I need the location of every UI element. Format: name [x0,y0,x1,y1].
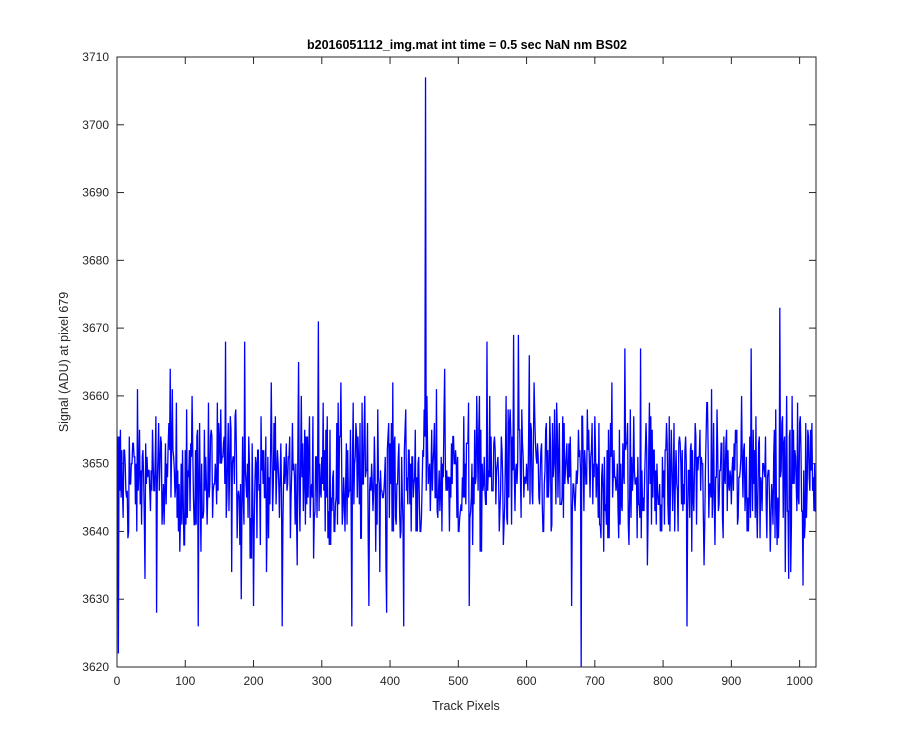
x-tick-label: 900 [721,674,741,688]
x-tick-label: 200 [244,674,264,688]
x-tick-label: 300 [312,674,332,688]
y-tick-label: 3630 [82,592,109,606]
y-tick-label: 3640 [82,524,109,538]
chart-title: b2016051112_img.mat int time = 0.5 sec N… [307,38,627,52]
y-tick-label: 3680 [82,253,109,267]
x-tick-label: 800 [653,674,673,688]
series-group [117,77,816,667]
y-tick-label: 3650 [82,457,109,471]
x-tick-label: 1000 [786,674,813,688]
y-tick-label: 3620 [82,660,109,674]
y-tick-label: 3660 [82,389,109,403]
y-tick-label: 3670 [82,321,109,335]
signal-series-line [117,77,816,667]
y-axis-title: Signal (ADU) at pixel 679 [57,292,71,432]
x-tick-label: 500 [448,674,468,688]
plot-area-frame [116,56,817,668]
x-tick-label: 600 [517,674,537,688]
x-tick-label: 400 [380,674,400,688]
y-tick-label: 3690 [82,186,109,200]
x-axis-title: Track Pixels [432,699,500,713]
x-tick-label: 700 [585,674,605,688]
axis-ticks: 0 100 200 300 400 500 600 700 800 900 1000 3620 3630… [82,50,816,688]
y-tick-label: 3710 [82,50,109,64]
x-tick-label: 0 [114,674,121,688]
y-tick-label: 3700 [82,118,109,132]
x-tick-label: 100 [175,674,195,688]
